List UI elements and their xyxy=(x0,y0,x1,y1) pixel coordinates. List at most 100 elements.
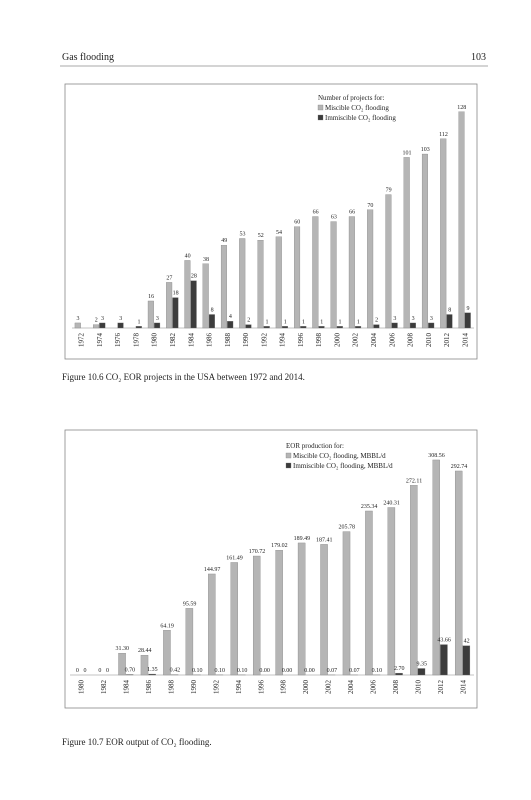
data-label: 8 xyxy=(211,307,214,313)
bar xyxy=(432,459,440,676)
bar xyxy=(140,655,149,676)
data-label: 103 xyxy=(421,147,430,153)
data-label: 42 xyxy=(464,639,470,645)
x-tick-label: 2014 xyxy=(461,333,469,348)
bar xyxy=(93,324,100,329)
bar xyxy=(446,314,453,329)
x-tick-label: 1990 xyxy=(190,680,198,695)
data-label: 179.02 xyxy=(271,543,288,549)
x-tick-label: 1994 xyxy=(235,680,243,695)
data-label: 144.97 xyxy=(204,567,221,573)
x-tick-label: 1992 xyxy=(260,333,268,348)
x-tick-label: 1984 xyxy=(187,333,195,348)
data-label: 189.49 xyxy=(294,536,311,542)
x-tick-label: 2004 xyxy=(370,333,378,348)
bar xyxy=(172,297,179,329)
data-label: 53 xyxy=(239,231,245,237)
x-tick-label: 2008 xyxy=(407,333,415,348)
data-label: 31.30 xyxy=(116,646,130,652)
data-label: 3 xyxy=(393,316,396,322)
data-label: 128 xyxy=(457,105,466,111)
bar xyxy=(421,153,428,329)
data-label: 0.07 xyxy=(327,668,338,674)
legend-swatch xyxy=(317,114,324,121)
legend-label: Immiscible CO₂ flooding, MBBL/d xyxy=(293,462,393,470)
bar xyxy=(297,542,306,676)
x-tick-label: 1988 xyxy=(168,680,176,695)
data-label: 205.78 xyxy=(338,525,355,531)
bar xyxy=(294,226,301,329)
bar xyxy=(458,111,465,329)
data-label: 3 xyxy=(77,316,80,322)
bar xyxy=(74,322,81,329)
x-tick-label: 2004 xyxy=(347,680,355,695)
data-label: 1 xyxy=(284,319,287,325)
bar xyxy=(252,555,261,676)
x-tick-label: 1998 xyxy=(315,333,323,348)
x-tick-label: 1976 xyxy=(114,333,122,348)
x-tick-label: 2010 xyxy=(414,680,422,695)
x-tick-label: 1996 xyxy=(257,680,265,695)
data-label: 1 xyxy=(357,319,360,325)
bar xyxy=(330,221,337,329)
x-tick-label: 1980 xyxy=(78,680,86,695)
bar xyxy=(275,550,283,676)
x-tick-label: 2006 xyxy=(388,333,396,348)
data-label: 187.41 xyxy=(316,537,333,543)
bar xyxy=(387,507,396,676)
legend-swatch xyxy=(317,104,324,111)
bar xyxy=(403,157,410,329)
data-label: 272.11 xyxy=(406,478,422,484)
bar xyxy=(428,322,435,329)
data-label: 0.00 xyxy=(259,668,270,674)
bar xyxy=(348,216,355,329)
data-label: 18 xyxy=(173,291,179,297)
data-label: 3 xyxy=(119,316,122,322)
data-label: 3 xyxy=(101,316,104,322)
bar xyxy=(462,645,471,676)
bar xyxy=(148,673,156,676)
data-label: 43.66 xyxy=(437,638,451,644)
legend-swatch xyxy=(285,452,292,459)
bar xyxy=(208,573,216,676)
data-label: 101 xyxy=(402,150,411,156)
bar xyxy=(391,322,398,329)
legend-title: Number of projects for: xyxy=(318,94,384,102)
legend-title: EOR production for: xyxy=(286,442,344,450)
data-label: 38 xyxy=(203,257,209,263)
x-tick-label: 1978 xyxy=(132,333,140,348)
data-label: 1 xyxy=(339,319,342,325)
data-label: 4 xyxy=(229,314,232,320)
bar xyxy=(464,312,471,329)
bar xyxy=(454,470,463,676)
x-tick-label: 1988 xyxy=(224,333,232,348)
x-tick-label: 2000 xyxy=(333,333,341,348)
data-label: 0.07 xyxy=(349,668,360,674)
bar xyxy=(99,322,106,329)
bar xyxy=(365,510,373,676)
bar xyxy=(208,314,215,329)
x-tick-label: 1990 xyxy=(242,333,250,348)
x-tick-label: 2012 xyxy=(443,333,451,348)
bar xyxy=(417,668,426,676)
x-tick-label: 1996 xyxy=(297,333,305,348)
bar xyxy=(367,209,374,329)
x-tick-label: 1998 xyxy=(280,680,288,695)
x-tick-label: 2008 xyxy=(392,680,400,695)
data-label: 0.70 xyxy=(125,668,136,674)
bar xyxy=(385,194,392,329)
bar xyxy=(275,236,282,329)
bar xyxy=(318,326,325,329)
bar xyxy=(163,630,171,676)
data-label: 3 xyxy=(430,316,433,322)
x-tick-label: 2010 xyxy=(425,333,433,348)
data-label: 1.35 xyxy=(147,667,158,673)
data-label: 70 xyxy=(367,203,373,209)
data-label: 28 xyxy=(191,274,197,280)
x-tick-label: 1982 xyxy=(169,333,177,348)
x-tick-label: 1972 xyxy=(78,333,86,348)
bar xyxy=(227,321,234,329)
bar xyxy=(245,324,252,329)
data-label: 95.59 xyxy=(183,601,197,607)
data-label: 63 xyxy=(331,215,337,221)
